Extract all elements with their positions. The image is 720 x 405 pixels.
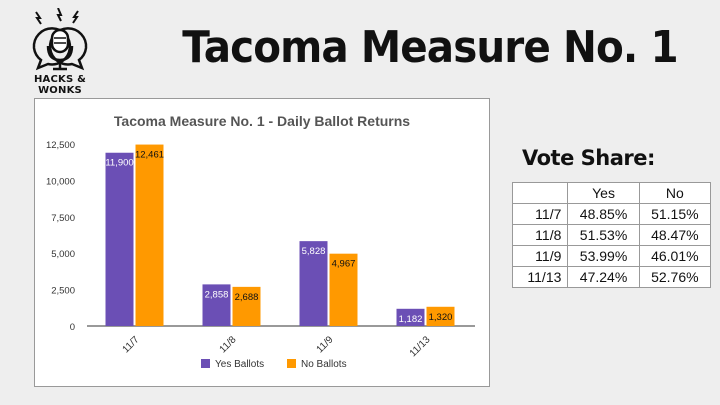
row-yes: 47.24% [567,266,640,288]
table-header-cell [511,182,569,204]
bar-yes [299,241,328,326]
row-no: 46.01% [638,245,712,267]
legend-swatch-yes [201,359,210,368]
row-date: 11/7 [511,203,569,225]
bar-data-label: 2,858 [205,289,229,300]
page-title: Tacoma Measure No. 1 [182,22,678,73]
vote-share-table: Yes No 11/7 48.85% 51.15% 11/8 51.53% 48… [511,182,712,288]
x-tick-label: 11/9 [315,334,336,355]
row-yes: 51.53% [567,224,640,246]
table-row: 11/9 53.99% 46.01% [511,245,712,267]
table-header-cell: Yes [567,182,640,204]
legend-label: Yes Ballots [215,359,264,370]
bar-data-label: 1,182 [399,314,423,325]
bar-no [426,306,455,326]
y-tick-label: 12,500 [46,140,75,151]
table-row: 11/8 51.53% 48.47% [511,224,712,246]
bar-data-label: 5,828 [302,246,326,257]
legend-label: No Ballots [301,359,347,370]
chart-title: Tacoma Measure No. 1 - Daily Ballot Retu… [114,113,410,129]
vote-share-title: Vote Share: [522,146,655,170]
logo-text: HACKS & WONKS [33,74,86,96]
hacks-and-wonks-logo: HACKS & WONKS [14,8,106,96]
row-date: 11/9 [511,245,569,267]
row-date: 11/13 [511,266,569,288]
y-tick-label: 10,000 [46,176,75,187]
bar-data-label: 2,688 [235,292,259,303]
bar-data-label: 12,461 [135,150,164,161]
table-header-row: Yes No [511,182,712,204]
bar-data-label: 4,967 [332,259,356,270]
y-tick-label: 5,000 [51,249,75,260]
bar-data-label: 1,320 [429,312,453,323]
y-tick-label: 0 [70,322,75,333]
bar-yes [202,284,231,326]
row-yes: 53.99% [567,245,640,267]
row-date: 11/8 [511,224,569,246]
bar-data-label: 11,900 [105,158,133,169]
bar-chart-panel: Tacoma Measure No. 1 - Daily Ballot Retu… [34,98,490,387]
bar-yes [105,152,134,326]
legend-swatch-no [287,359,296,368]
bar-no [329,253,358,326]
table-row: 11/13 47.24% 52.76% [511,266,712,288]
y-tick-label: 7,500 [51,213,75,224]
bar-yes [396,308,425,326]
x-tick-label: 11/7 [121,334,142,355]
microphone-icon [32,8,88,71]
bar-no [232,286,261,326]
row-no: 51.15% [638,203,712,225]
row-no: 48.47% [638,224,712,246]
x-tick-label: 11/13 [408,334,433,359]
x-tick-label: 11/8 [218,334,239,355]
y-tick-label: 2,500 [51,286,75,297]
row-no: 52.76% [638,266,712,288]
table-header-cell: No [638,182,712,204]
bar-chart: Tacoma Measure No. 1 - Daily Ballot Retu… [46,113,475,370]
table-row: 11/7 48.85% 51.15% [511,203,712,225]
bar-no [135,144,164,326]
row-yes: 48.85% [567,203,640,225]
